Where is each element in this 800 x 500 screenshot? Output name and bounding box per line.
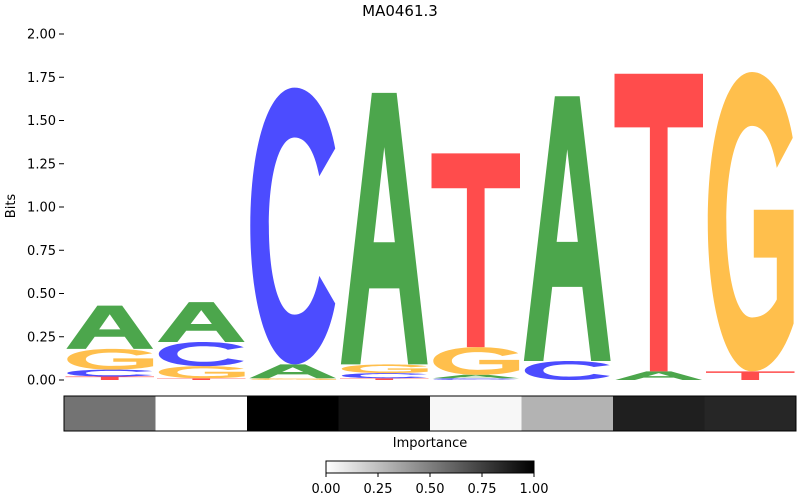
letter-a	[66, 305, 154, 349]
colorbar-gradient	[325, 460, 535, 474]
importance-cell	[430, 396, 522, 431]
letter-g	[433, 347, 520, 375]
colorbar-tick-label: 0.00	[312, 482, 341, 497]
colorbar-tick-label: 0.50	[416, 482, 445, 497]
heatmap-frame	[63, 395, 797, 432]
y-axis-label: Bits	[4, 194, 19, 219]
letter-t	[157, 378, 246, 380]
importance-colorbar: 0.00 0.25 0.50 0.75 1.00	[312, 460, 549, 497]
letter-c	[158, 341, 244, 367]
letter-a	[615, 371, 703, 380]
letter-g	[250, 378, 337, 380]
letter-g	[341, 364, 428, 374]
letter-a	[340, 92, 428, 365]
colorbar-tick-label: 0.75	[468, 482, 497, 497]
letter-a	[432, 374, 520, 379]
letter-a	[157, 302, 245, 342]
importance-cell	[521, 396, 614, 431]
importance-cell	[613, 396, 705, 431]
importance-cell	[247, 396, 339, 431]
letter-t	[431, 153, 520, 348]
letter-c	[341, 373, 427, 379]
colorbar-tick-label: 1.00	[520, 482, 549, 497]
letter-t	[65, 376, 154, 380]
y-tick-label: 1.50	[27, 114, 56, 129]
y-tick-label: 0.75	[27, 244, 56, 259]
y-tick-label: 0.25	[27, 330, 56, 345]
y-tick-label: 1.00	[27, 201, 56, 216]
y-tick-label: 0.00	[27, 374, 56, 389]
y-tick-label: 2.00	[27, 28, 56, 43]
letter-t	[706, 371, 795, 380]
colorbar-tick-label: 0.25	[364, 482, 393, 497]
importance-cell	[64, 396, 156, 431]
letter-a	[523, 96, 611, 361]
letter-c	[67, 369, 153, 377]
letter-c	[250, 87, 336, 365]
letter-stacks	[65, 72, 795, 380]
importance-heatmap	[63, 395, 797, 432]
letter-g	[158, 366, 245, 379]
y-axis: 0.00 0.25 0.50 0.75 1.00 1.25 1.50 1.75 2.00	[27, 28, 64, 389]
letter-g	[707, 72, 794, 372]
chart-title: MA0461.3	[362, 2, 438, 20]
importance-cell	[155, 396, 248, 431]
letter-t	[340, 378, 429, 380]
importance-cell	[338, 396, 431, 431]
letter-t	[614, 73, 703, 372]
letter-c	[433, 378, 519, 380]
letter-a	[249, 364, 337, 379]
importance-label: Importance	[393, 436, 468, 451]
y-tick-label: 0.50	[27, 287, 56, 302]
letter-c	[524, 360, 610, 380]
letter-g	[67, 348, 154, 370]
y-tick-label: 1.25	[27, 157, 56, 172]
importance-cell	[704, 396, 797, 431]
y-tick-label: 1.75	[27, 71, 56, 86]
